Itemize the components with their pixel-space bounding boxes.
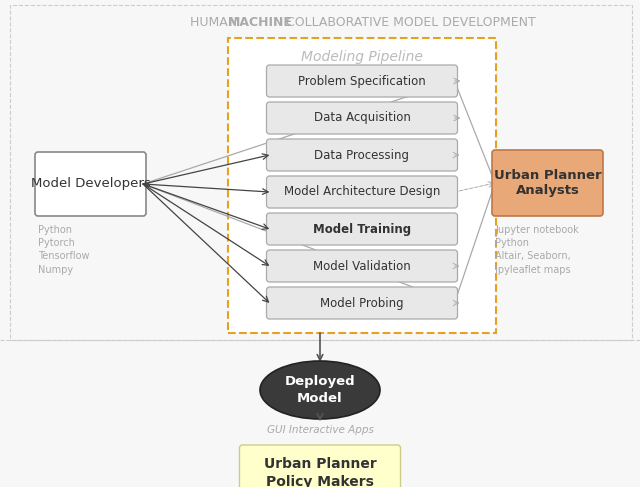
Text: Problem Specification: Problem Specification xyxy=(298,75,426,88)
Text: HUMAN: HUMAN xyxy=(190,16,241,29)
Text: Model Training: Model Training xyxy=(313,223,411,236)
FancyBboxPatch shape xyxy=(266,213,458,245)
Text: Deployed
Model: Deployed Model xyxy=(285,375,355,405)
FancyBboxPatch shape xyxy=(266,65,458,97)
FancyBboxPatch shape xyxy=(266,250,458,282)
FancyBboxPatch shape xyxy=(35,152,146,216)
Text: Jupyter notebook
Python
Altair, Seaborn,
Ipyleaflet maps: Jupyter notebook Python Altair, Seaborn,… xyxy=(495,225,579,275)
Bar xyxy=(10,5,632,340)
Ellipse shape xyxy=(260,361,380,419)
FancyBboxPatch shape xyxy=(266,176,458,208)
Text: Urban Planner
Policy Makers: Urban Planner Policy Makers xyxy=(264,457,376,487)
Text: Model Validation: Model Validation xyxy=(313,260,411,273)
FancyBboxPatch shape xyxy=(266,287,458,319)
FancyBboxPatch shape xyxy=(266,102,458,134)
Text: Modeling Pipeline: Modeling Pipeline xyxy=(301,50,423,64)
Text: Data Acquisition: Data Acquisition xyxy=(314,112,410,125)
FancyBboxPatch shape xyxy=(266,139,458,171)
Text: Model Architecture Design: Model Architecture Design xyxy=(284,186,440,199)
Text: Model Developers: Model Developers xyxy=(31,177,150,190)
FancyBboxPatch shape xyxy=(239,445,401,487)
Text: GUI Interactive Apps: GUI Interactive Apps xyxy=(267,425,373,435)
Text: COLLABORATIVE MODEL DEVELOPMENT: COLLABORATIVE MODEL DEVELOPMENT xyxy=(282,16,536,29)
Bar xyxy=(228,38,496,333)
Text: Data Processing: Data Processing xyxy=(314,149,410,162)
Text: Model Probing: Model Probing xyxy=(320,297,404,310)
FancyBboxPatch shape xyxy=(492,150,603,216)
Text: MACHINE: MACHINE xyxy=(228,16,293,29)
Text: Python
Pytorch
Tensorflow
Numpy: Python Pytorch Tensorflow Numpy xyxy=(38,225,90,275)
Text: Urban Planner
Analysts: Urban Planner Analysts xyxy=(493,169,602,197)
